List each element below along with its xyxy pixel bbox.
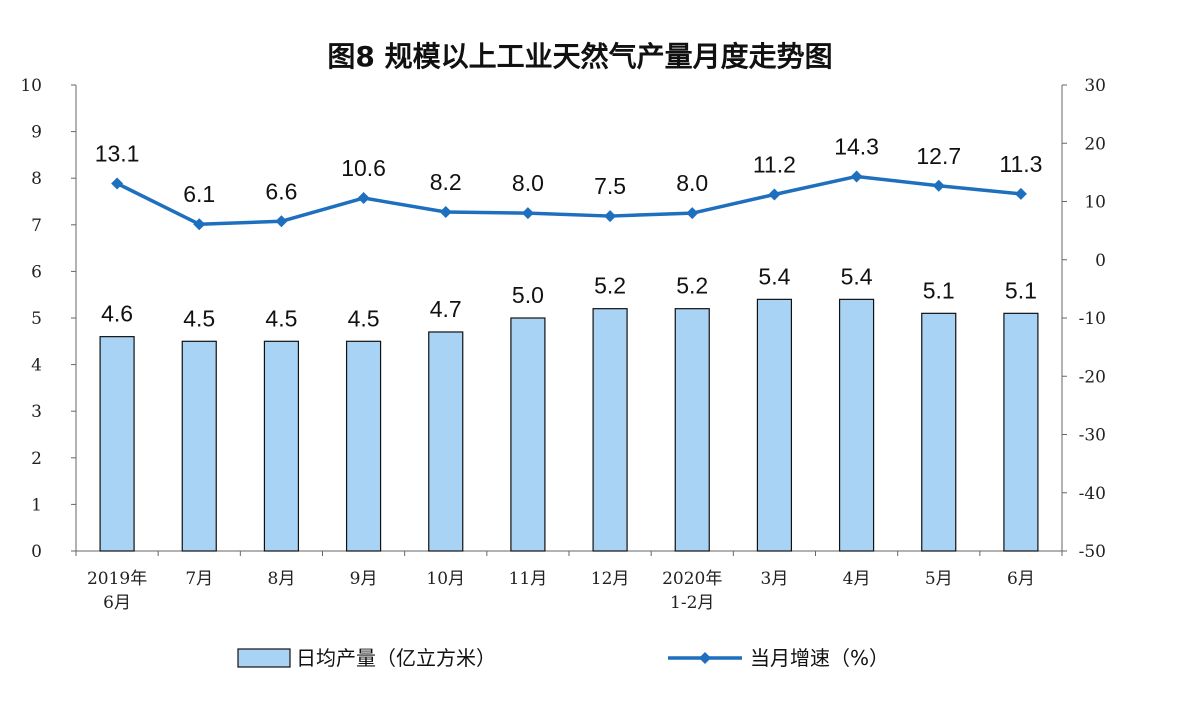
line-point [439,205,452,218]
bar-data-label: 5.1 [923,277,955,303]
bar-data-label: 4.7 [430,296,462,322]
line-data-label: 8.0 [676,170,708,196]
y-right-tick-label: 30 [1084,76,1106,96]
bar-data-label: 5.0 [512,282,544,308]
bar-data-label: 4.5 [183,305,215,331]
y-left-tick-label: 10 [20,76,42,96]
bar [428,331,464,552]
bar [181,340,217,552]
line-point [932,179,945,192]
y-left-tick-label: 4 [31,356,42,376]
line-series: 13.1 6.1 6.6 10.6 8.2 8.0 7.5 8.0 11.2 14.3 12.7 11… [95,133,1042,231]
line-point [193,218,206,231]
line-data-label: 11.3 [999,151,1042,177]
x-tick-label: 7月 [185,569,213,589]
bar [263,340,300,552]
bar [592,308,628,552]
bar-series: 4.6 4.5 4.5 4.5 4.7 5.0 5.2 5.2 5.4 5.4 5.1 5.1 [99,263,1039,552]
y-left-tick-label: 9 [31,123,42,143]
y-left-tick-label: 7 [31,216,42,236]
line-point [275,215,288,228]
line-data-label: 11.2 [753,152,796,178]
line-point [111,177,124,190]
bar [345,340,382,552]
bar-data-label: 4.5 [265,305,297,331]
y-left-tick-label: 1 [31,495,42,515]
bar [921,312,957,552]
bar [674,308,710,552]
line-point [850,170,863,183]
bar-data-label: 5.4 [758,263,790,289]
legend-line-marker [699,652,711,664]
y-right-tick-label: 20 [1084,134,1106,154]
legend: 日均产量（亿立方米） 当月增速（%） [237,646,889,670]
line-point [686,207,699,220]
bar [838,298,875,552]
line-data-label: 8.2 [430,169,462,195]
bar-data-label: 4.6 [101,301,133,327]
x-tick-label: 8月 [268,569,296,589]
line-data-label: 10.6 [341,155,386,181]
bar [756,298,793,552]
x-tick-label: 3月 [761,569,789,589]
bar-data-label: 5.2 [594,273,626,299]
line-point [1014,187,1027,200]
y-left-tick-label: 0 [31,542,42,562]
line-data-label: 7.5 [594,173,626,199]
line-point [768,188,781,201]
y-left-tick-label: 5 [31,309,42,329]
y-right-tick-label: -20 [1079,367,1106,387]
axes: 0 1 2 3 4 5 6 7 8 9 10 -50 -40 -30 -20 -10 0 10 20 30 2019年 6… [20,76,1106,613]
y-right-tick-label: -40 [1079,484,1106,504]
y-left-tick-label: 8 [31,169,42,189]
line-data-label: 8.0 [512,170,544,196]
line-data-label: 14.3 [834,133,879,159]
chart-title: 图8 规模以上工业天然气产量月度走势图 [327,40,832,73]
x-tick-label: 9月 [350,569,378,589]
legend-bar-label: 日均产量（亿立方米） [296,646,496,670]
bar-data-label: 4.5 [348,305,380,331]
y-right-tick-label: -30 [1079,426,1106,446]
line-point [521,207,534,220]
y-right-tick-label: 0 [1095,251,1106,271]
y-left-tick-label: 2 [31,449,42,469]
x-tick-label: 2020年 1-2月 [662,569,722,613]
x-tick-label: 6月 [1007,569,1035,589]
growth-line [116,174,1022,226]
line-data-label: 12.7 [916,143,961,169]
x-tick-label: 10月 [426,569,465,589]
bar-data-label: 5.4 [841,263,873,289]
bar [1003,312,1039,552]
line-data-label: 6.1 [183,181,215,207]
bar [510,317,546,552]
legend-line-label: 当月增速（%） [750,646,889,670]
y-right-tick-label: -50 [1079,542,1106,562]
y-right-tick-label: 10 [1084,193,1106,213]
bar-data-label: 5.1 [1005,277,1037,303]
x-tick-label: 4月 [843,569,871,589]
x-tick-label: 5月 [925,569,953,589]
y-right-tick-label: -10 [1079,309,1106,329]
y-left-tick-label: 3 [31,402,42,422]
x-tick-label: 11月 [509,569,548,589]
line-data-label: 13.1 [95,140,140,166]
line-data-label: 6.6 [265,178,297,204]
bar [99,336,135,552]
x-tick-label: 2019年 6月 [87,569,147,613]
x-tick-label: 12月 [591,569,630,589]
line-point [604,210,617,223]
y-left-tick-label: 6 [31,262,42,282]
bar-data-label: 5.2 [676,273,708,299]
line-point [357,192,370,205]
legend-bar-swatch [237,648,291,668]
